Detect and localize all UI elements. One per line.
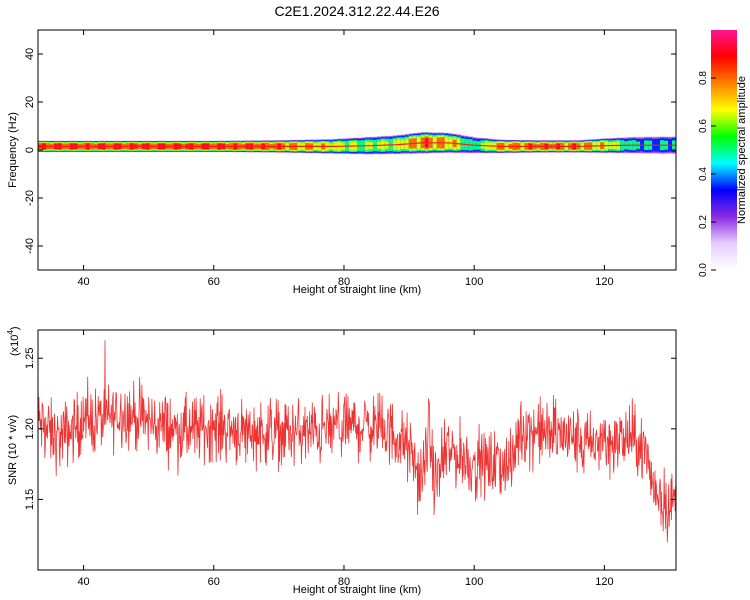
- y-tick-label: 1.25: [24, 348, 36, 369]
- colorbar-label: Normalized spectral amplitude: [736, 76, 748, 224]
- snr-y-label: SNR (10 * v/v): [7, 415, 19, 485]
- x-tick-label: 60: [208, 276, 220, 288]
- spectrogram-y-label: Frequency (Hz): [7, 112, 19, 188]
- x-tick-label: 60: [208, 576, 220, 588]
- snr-panel: 40 60 80 100 120 1.15 1.20 1.25 Height of stra…: [6, 326, 677, 596]
- snr-y-axis: 1.15 1.20 1.25: [24, 348, 676, 510]
- snr-multiplier-exp: 4: [6, 330, 15, 335]
- figure-title: C2E1.2024.312.22.44.E26: [274, 3, 439, 19]
- x-tick-label: 120: [595, 276, 613, 288]
- x-tick-label: 80: [338, 576, 350, 588]
- spectrogram-band: [38, 131, 676, 155]
- colorbar-ticks: 0.0 0.2 0.4 0.6 0.8: [698, 71, 716, 277]
- y-tick-label: 0: [24, 147, 36, 153]
- snr-multiplier-close: ): [9, 326, 21, 330]
- snr-multiplier-base: (x10: [9, 335, 21, 356]
- snr-frame: [38, 330, 676, 570]
- y-tick-label: 40: [24, 48, 36, 60]
- colorbar-tick-label: 0.8: [698, 71, 709, 85]
- x-tick-label: 100: [465, 276, 483, 288]
- x-tick-label: 40: [77, 276, 89, 288]
- snr-multiplier: (x104): [6, 326, 21, 356]
- y-tick-label: 20: [24, 96, 36, 108]
- y-tick-label: 1.20: [24, 418, 36, 439]
- colorbar-tick-label: 0.4: [698, 167, 709, 181]
- x-tick-label: 80: [338, 276, 350, 288]
- colorbar: 0.0 0.2 0.4 0.6 0.8 Normalized spectral ampl…: [698, 30, 748, 277]
- y-tick-label: -20: [24, 190, 36, 206]
- spectrogram-y-axis: -40 -20 0 20 40: [24, 48, 676, 254]
- snr-x-label: Height of straight line (km): [293, 584, 421, 596]
- x-tick-label: 120: [595, 576, 613, 588]
- y-tick-label: -40: [24, 238, 36, 254]
- x-tick-label: 100: [465, 576, 483, 588]
- spectrogram-x-label: Height of straight line (km): [293, 284, 421, 296]
- spectrogram-panel: 40 60 80 100 120 -40 -20 0 20 40 Height of strai…: [7, 29, 677, 296]
- snr-x-axis: 40 60 80 100 120: [77, 330, 614, 588]
- svg-text:(x104): (x104): [6, 326, 21, 356]
- colorbar-tick-label: 0.2: [698, 215, 709, 229]
- x-tick-label: 40: [77, 576, 89, 588]
- colorbar-tick-label: 0.0: [698, 263, 709, 277]
- snr-series-line: [38, 340, 676, 543]
- spectrogram-x-axis: 40 60 80 100 120: [77, 30, 614, 288]
- snr-border: [37, 329, 677, 571]
- colorbar-tick-label: 0.6: [698, 119, 709, 133]
- y-tick-label: 1.15: [24, 489, 36, 510]
- spectrogram-peak-ridge: [38, 142, 676, 147]
- colorbar-gradient: [711, 30, 737, 270]
